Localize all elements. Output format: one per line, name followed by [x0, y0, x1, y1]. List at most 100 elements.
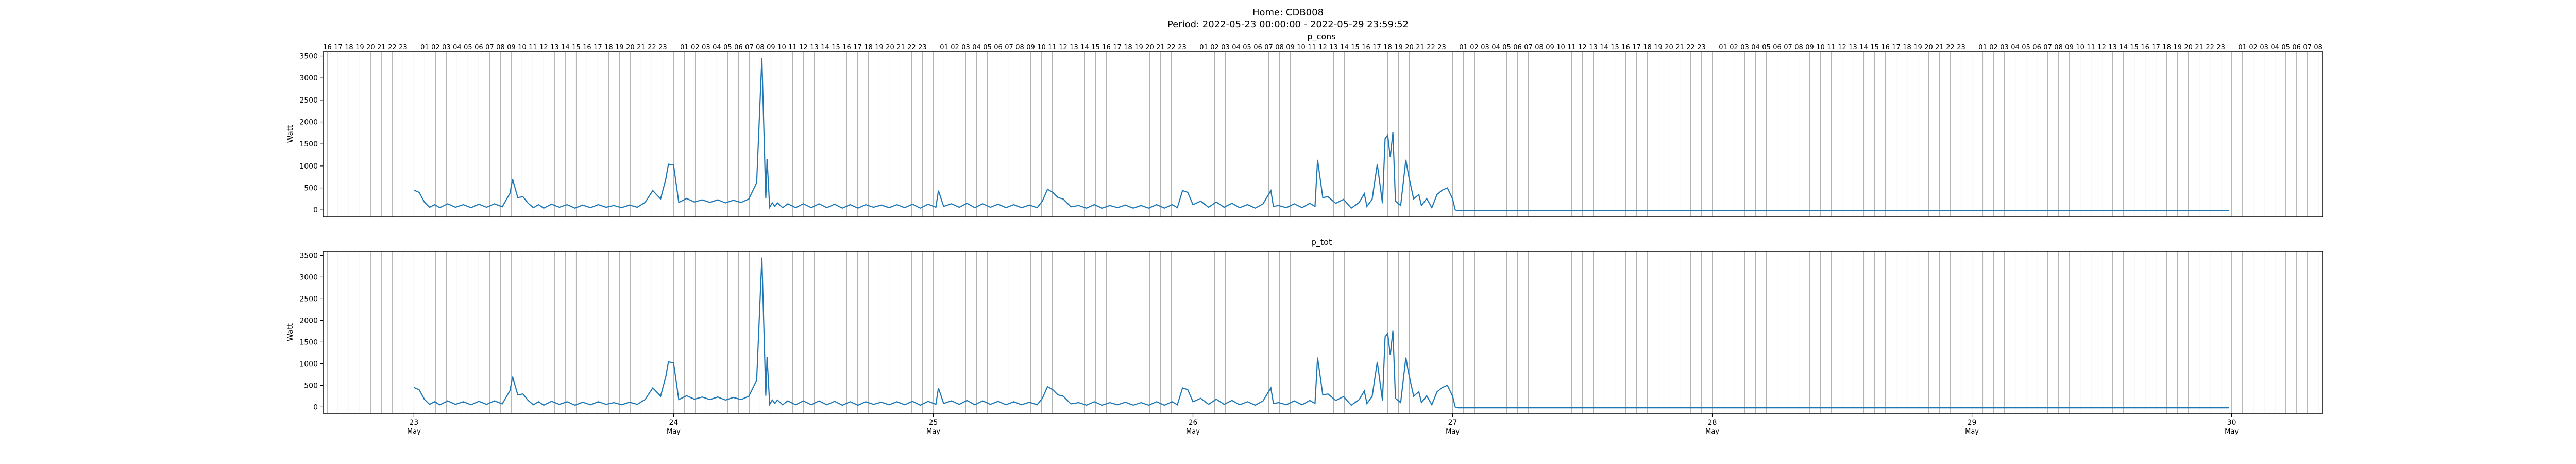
hour-label: 19 — [1394, 44, 1403, 52]
hour-label: 14 — [2119, 44, 2128, 52]
hour-label: 14 — [1600, 44, 1608, 52]
hour-label: 19 — [875, 44, 884, 52]
hour-label: 20 — [1145, 44, 1154, 52]
hour-label: 01 — [940, 44, 948, 52]
hour-label: 15 — [1351, 44, 1360, 52]
hour-label: 22 — [1946, 44, 1955, 52]
hour-label: 11 — [2087, 44, 2095, 52]
hour-label: 05 — [2022, 44, 2030, 52]
hour-label: 02 — [951, 44, 959, 52]
hour-label: 02 — [1470, 44, 1479, 52]
hour-label: 11 — [1048, 44, 1057, 52]
hour-label: 14 — [1080, 44, 1089, 52]
hour-label: 03 — [2000, 44, 2009, 52]
hour-label: 23 — [2216, 44, 2225, 52]
hour-label: 17 — [1372, 44, 1381, 52]
y-tick-label: 3500 — [299, 252, 318, 260]
figure-period: Period: 2022-05-23 00:00:00 - 2022-05-29… — [1167, 19, 1409, 30]
y-tick-label: 0 — [313, 403, 318, 411]
hour-label: 02 — [431, 44, 440, 52]
x-tick-label: 25 — [929, 419, 938, 427]
series-line — [413, 58, 2229, 211]
hour-label: 22 — [1167, 44, 1176, 52]
hour-label: 22 — [388, 44, 397, 52]
hour-label: 04 — [453, 44, 462, 52]
hour-label: 18 — [864, 44, 873, 52]
hour-label: 18 — [1903, 44, 1911, 52]
hour-label: 16 — [1621, 44, 1630, 52]
hour-label: 10 — [777, 44, 786, 52]
hour-label: 21 — [1935, 44, 1944, 52]
hour-label: 18 — [1643, 44, 1652, 52]
hour-label: 01 — [1978, 44, 1987, 52]
hour-label: 19 — [1134, 44, 1143, 52]
hour-label: 10 — [1556, 44, 1565, 52]
y-tick-label: 0 — [313, 206, 318, 214]
y-tick-label: 3500 — [299, 53, 318, 61]
x-tick-sublabel: May — [1446, 428, 1460, 436]
hour-label: 20 — [1665, 44, 1673, 52]
y-tick-label: 1500 — [299, 338, 318, 346]
y-tick-label: 500 — [304, 382, 318, 390]
hour-label: 16 — [842, 44, 851, 52]
hour-label: 15 — [2130, 44, 2139, 52]
hour-label: 03 — [2260, 44, 2268, 52]
hour-label: 16 — [1362, 44, 1370, 52]
y-axis: 0 500 1000 1500 2000 2500 3000 3500 — [299, 252, 323, 411]
hour-label: 20 — [626, 44, 635, 52]
hour-label: 12 — [1838, 44, 1846, 52]
hour-label: 08 — [2054, 44, 2063, 52]
y-tick-label: 1000 — [299, 360, 318, 368]
hour-label: 10 — [1037, 44, 1046, 52]
hour-label: 22 — [907, 44, 916, 52]
hour-label: 15 — [1091, 44, 1100, 52]
hour-label: 13 — [2108, 44, 2117, 52]
hour-label: 21 — [2195, 44, 2204, 52]
hour-label: 12 — [799, 44, 808, 52]
hour-label: 23 — [1697, 44, 1706, 52]
hour-label: 23 — [399, 44, 408, 52]
hour-label: 06 — [474, 44, 483, 52]
x-tick-label: 24 — [669, 419, 679, 427]
hour-label: 02 — [1210, 44, 1219, 52]
hour-label: 15 — [1611, 44, 1619, 52]
hour-label: 19 — [1913, 44, 1922, 52]
hour-label: 08 — [1794, 44, 1803, 52]
hour-label: 06 — [1773, 44, 1782, 52]
hour-label: 21 — [377, 44, 386, 52]
y-tick-label: 3000 — [299, 273, 318, 281]
hour-label: 06 — [1253, 44, 1262, 52]
x-tick-label: 29 — [1968, 419, 1977, 427]
hour-label: 20 — [886, 44, 894, 52]
hour-label: 12 — [1578, 44, 1587, 52]
hour-label: 10 — [1297, 44, 1306, 52]
hour-label: 13 — [1849, 44, 1857, 52]
hour-label: 20 — [1405, 44, 1414, 52]
hour-label: 06 — [994, 44, 1003, 52]
x-tick-label: 26 — [1189, 419, 1198, 427]
hour-label: 10 — [2076, 44, 2084, 52]
hour-label: 14 — [1859, 44, 1868, 52]
hour-label: 19 — [1654, 44, 1663, 52]
hour-label: 23 — [918, 44, 927, 52]
hour-label: 13 — [810, 44, 819, 52]
hour-label: 18 — [604, 44, 613, 52]
hour-label: 18 — [1383, 44, 1392, 52]
hour-label: 21 — [896, 44, 905, 52]
hour-label: 22 — [1427, 44, 1435, 52]
hour-label: 23 — [1437, 44, 1446, 52]
hour-label: 12 — [1059, 44, 1067, 52]
hour-label: 03 — [1221, 44, 1230, 52]
hour-label: 09 — [1286, 44, 1295, 52]
y-tick-label: 1000 — [299, 162, 318, 171]
hour-label: 13 — [1329, 44, 1338, 52]
hour-label: 01 — [1199, 44, 1208, 52]
hour-label: 05 — [983, 44, 992, 52]
hour-label: 05 — [464, 44, 472, 52]
hour-label: 14 — [821, 44, 829, 52]
hour-label: 17 — [334, 44, 343, 52]
hour-label: 10 — [518, 44, 527, 52]
hour-label: 13 — [1070, 44, 1078, 52]
hour-label: 11 — [788, 44, 797, 52]
hour-label: 13 — [1589, 44, 1598, 52]
